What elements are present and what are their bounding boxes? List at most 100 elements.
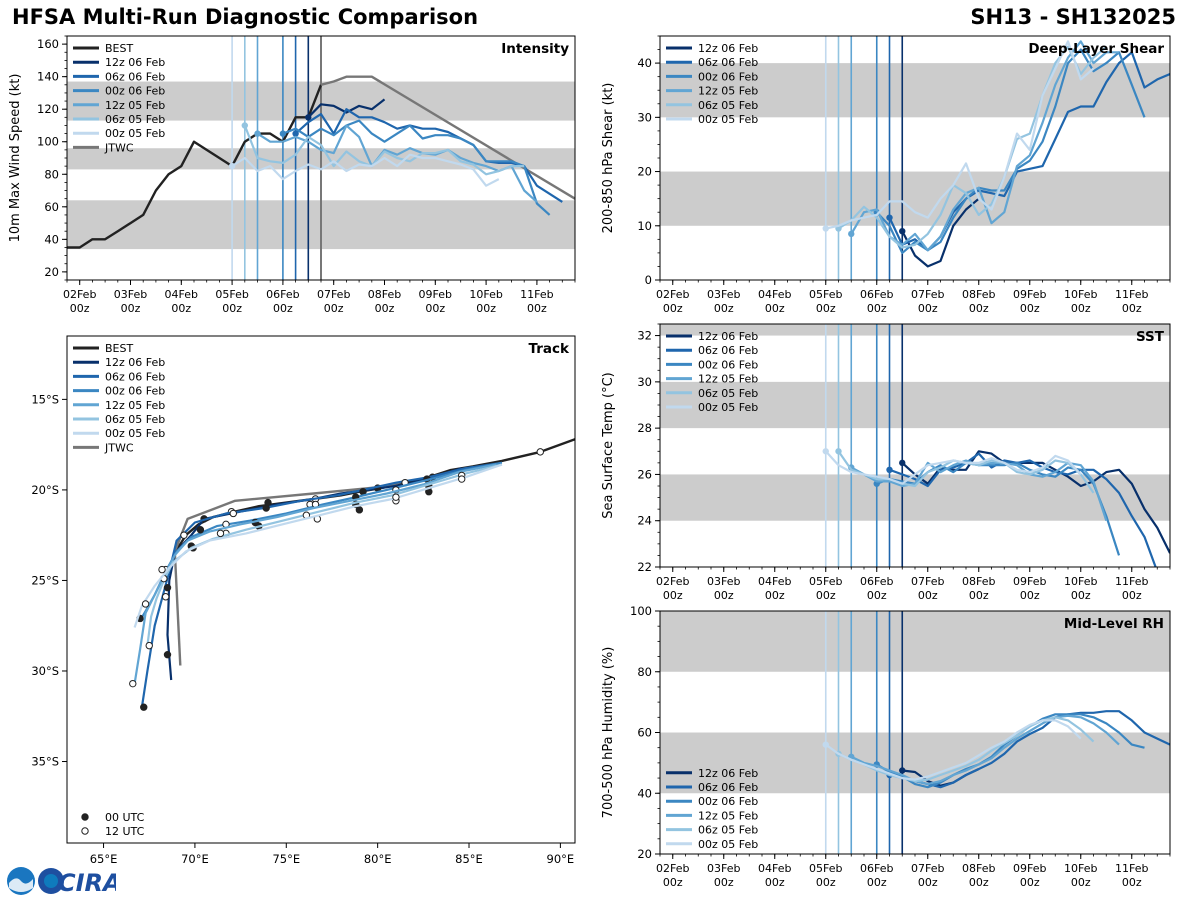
cira-logo-text: CIRA — [58, 869, 116, 896]
track-xtick-label: 65°E — [90, 852, 118, 866]
track-position-marker — [163, 583, 172, 592]
intensity-plot-area — [67, 36, 575, 280]
track-legend-label: 12z 05 Feb — [105, 399, 165, 412]
sst-xtick-hour: 00z — [765, 589, 785, 602]
sst-plot-area — [660, 324, 1170, 567]
shear-xtick-hour: 00z — [1020, 302, 1040, 315]
intensity-series-start-point — [279, 130, 287, 137]
shear-legend-label: 06z 05 Feb — [698, 99, 758, 112]
rh-xtick-date: 07Feb — [911, 862, 944, 875]
sst-title: SST — [1136, 329, 1165, 345]
rh-xtick-date: 05Feb — [809, 862, 842, 875]
shear-xtick-date: 03Feb — [707, 288, 740, 301]
track-position-marker — [163, 650, 172, 659]
intensity-ytick-label: 100 — [37, 135, 59, 149]
intensity-series-start-point — [292, 130, 299, 137]
shear-legend-label: 00z 05 Feb — [698, 113, 758, 126]
rh-series-12z-05-feb — [850, 714, 1120, 786]
rh-legend-label: 06z 05 Feb — [698, 824, 758, 837]
rh-xtick-date: 03Feb — [707, 862, 740, 875]
track-panel: 15°S 20°S 25°S 30°S 35°S 65°E 70°E 75°E 80°E 85°E… — [31, 335, 576, 866]
track-legend-label: 06z 05 Feb — [105, 413, 165, 426]
track-position-marker — [145, 641, 153, 650]
sst-band-1 — [660, 381, 1170, 429]
rh-series-06z-06-feb — [889, 710, 1170, 789]
rh-ytick-label: 80 — [637, 665, 652, 679]
shear-xtick-hour: 00z — [663, 302, 683, 315]
track-position-marker — [262, 504, 270, 512]
rh-xtick-hour: 00z — [765, 876, 785, 889]
track-position-marker — [196, 526, 205, 534]
shear-series-start-point — [886, 214, 893, 221]
sst-xtick-date: 06Feb — [860, 575, 893, 588]
sst-legend-label: 06z 06 Feb — [698, 344, 758, 357]
sst-xtick-date: 08Feb — [962, 575, 995, 588]
rh-xtick-hour: 00z — [1122, 876, 1142, 889]
rh-legend-label: 12z 05 Feb — [698, 809, 758, 822]
sst-band-2 — [660, 324, 1170, 336]
shear-band-0 — [660, 171, 1170, 226]
sst-xtick-hour: 00z — [714, 589, 734, 602]
track-series-jtwc — [173, 551, 182, 666]
intensity-xtick-hour: 00z — [476, 302, 496, 315]
rh-xtick-date: 10Feb — [1064, 862, 1097, 875]
intensity-xtick-hour: 00z — [324, 302, 344, 315]
shear-series-12z-06-feb — [901, 197, 980, 268]
track-position-marker — [216, 529, 225, 538]
track-position-marker — [141, 600, 150, 608]
intensity-series-start-point — [254, 130, 261, 137]
intensity-series-12z-05-feb — [256, 124, 538, 203]
intensity-series-12z-06-feb — [307, 98, 386, 119]
shear-xtick-hour: 00z — [1071, 302, 1091, 315]
intensity-series-06z-05-feb — [243, 125, 525, 176]
sst-ytick-label: 32 — [637, 329, 652, 343]
sst-series-start-point — [886, 466, 893, 473]
intensity-xtick-date: 07Feb — [317, 288, 350, 301]
track-marker-legend-label: 00 UTC — [105, 811, 145, 824]
rh-xtick-date: 11Feb — [1115, 862, 1148, 875]
rh-legend-label: 06z 06 Feb — [698, 781, 758, 794]
intensity-legend-label: 12z 06 Feb — [105, 56, 165, 69]
intensity-legend-label: JTWC — [104, 141, 134, 154]
intensity-series-00z-05-feb — [231, 153, 500, 187]
cira-globe-inner-icon — [44, 874, 58, 888]
shear-title: Deep-Layer Shear — [1028, 41, 1164, 57]
track-position-marker — [458, 475, 466, 483]
shear-xtick-date: 10Feb — [1064, 288, 1097, 301]
track-title: Track — [529, 341, 570, 357]
intensity-xtick-date: 10Feb — [469, 288, 502, 301]
shear-series-start-point — [848, 230, 855, 238]
sst-xtick-hour: 00z — [918, 589, 938, 602]
track-series-00z-05-feb — [133, 463, 503, 628]
shear-xtick-date: 04Feb — [758, 288, 791, 301]
intensity-xtick-hour: 00z — [121, 302, 141, 315]
shear-legend-label: 12z 06 Feb — [698, 42, 758, 55]
rh-ytick-label: 100 — [630, 604, 652, 618]
sst-ytick-label: 30 — [637, 375, 652, 389]
intensity-xtick-hour: 00z — [222, 302, 242, 315]
track-legend-label: 00z 05 Feb — [105, 427, 165, 440]
sst-xtick-hour: 00z — [1020, 589, 1040, 602]
intensity-xtick-date: 02Feb — [63, 288, 96, 301]
sst-ytick-label: 26 — [637, 467, 652, 481]
shear-ytick-label: 30 — [637, 110, 652, 124]
rh-legend-label: 00z 06 Feb — [698, 795, 758, 808]
intensity-series-00z-06-feb — [282, 119, 551, 216]
track-ytick-label: 15°S — [31, 392, 59, 406]
intensity-xtick-hour: 00z — [70, 302, 90, 315]
intensity-xtick-date: 06Feb — [266, 288, 299, 301]
rh-ytick-label: 40 — [637, 786, 652, 800]
intensity-xtick-hour: 00z — [273, 302, 293, 315]
intensity-ytick-label: 40 — [44, 232, 59, 246]
sst-xtick-date: 11Feb — [1115, 575, 1148, 588]
sst-series-06z-06-feb — [889, 452, 1157, 567]
rh-ytick-label: 60 — [637, 726, 652, 740]
rh-series-start-point — [822, 741, 829, 748]
sst-xtick-date: 04Feb — [758, 575, 791, 588]
rh-xtick-hour: 00z — [867, 876, 887, 889]
sst-panel: 22242628303202Feb00z03Feb00z04Feb00z05Fe… — [601, 323, 1171, 602]
shear-series-00z-05-feb — [825, 40, 1095, 230]
track-marker-legend-symbol — [81, 813, 89, 821]
sst-xtick-date: 07Feb — [911, 575, 944, 588]
track-position-marker — [140, 703, 148, 711]
